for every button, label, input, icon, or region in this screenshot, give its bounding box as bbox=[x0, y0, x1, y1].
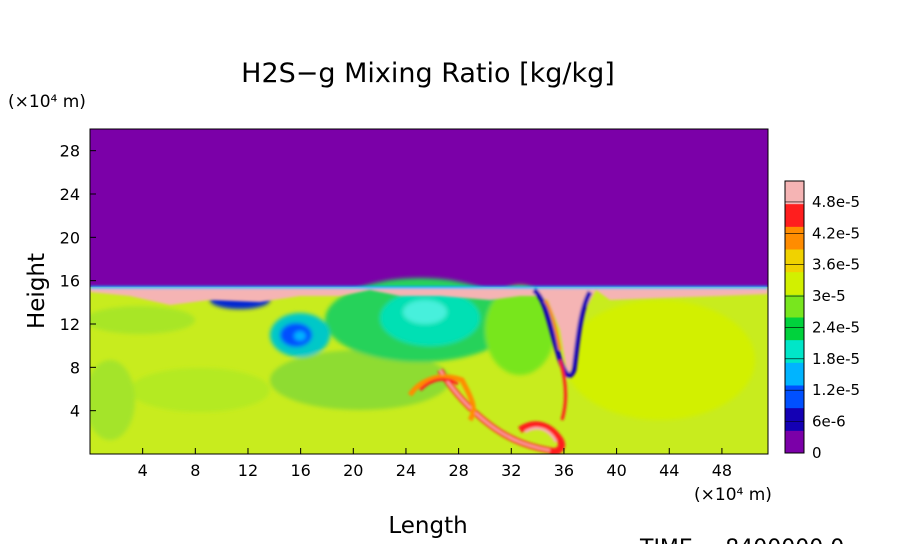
y-tick-label: 8 bbox=[70, 358, 80, 377]
time-footer: TIME = 8400000.0 bbox=[639, 536, 844, 544]
x-unit-label: (×10⁴ m) bbox=[694, 485, 772, 505]
x-tick-label: 28 bbox=[448, 461, 468, 480]
field-bands bbox=[90, 286, 768, 454]
colorbar-swatch bbox=[785, 430, 804, 454]
colorbar-swatch bbox=[785, 339, 804, 363]
y-tick-label: 28 bbox=[60, 142, 80, 161]
colorbar-tick-label: 0 bbox=[812, 444, 822, 462]
y-unit-label: (×10⁴ m) bbox=[8, 92, 86, 112]
y-axis-ticks: 4 8 12 16 20 24 28 bbox=[60, 142, 96, 421]
colorbar-swatch bbox=[785, 385, 804, 409]
colorbar-swatch bbox=[785, 317, 804, 341]
y-tick-label: 24 bbox=[60, 185, 80, 204]
field-structures bbox=[90, 278, 755, 440]
x-tick-label: 32 bbox=[501, 461, 521, 480]
colorbar-tick-label: 4.8e-5 bbox=[812, 193, 860, 211]
colorbar-tick-label: 3.6e-5 bbox=[812, 256, 860, 274]
y-tick-label: 16 bbox=[60, 272, 80, 291]
colorbar-tick-label: 6e-6 bbox=[812, 413, 846, 431]
colorbar-tick-label: 1.2e-5 bbox=[812, 381, 860, 399]
colorbar-swatch bbox=[785, 362, 804, 386]
colorbar-swatch bbox=[785, 294, 804, 318]
colorbar-swatch bbox=[785, 407, 804, 431]
colorbar-swatch bbox=[785, 226, 804, 250]
y-tick-label: 20 bbox=[60, 228, 80, 247]
y-tick-label: 4 bbox=[70, 402, 80, 421]
x-tick-label: 16 bbox=[290, 461, 310, 480]
plot-frame bbox=[89, 128, 769, 455]
x-tick-label: 8 bbox=[190, 461, 200, 480]
colorbar-tick-label: 3e-5 bbox=[812, 287, 846, 305]
x-tick-label: 24 bbox=[396, 461, 416, 480]
colorbar-swatch bbox=[785, 271, 804, 295]
colorbar-tick-label: 4.2e-5 bbox=[812, 224, 860, 242]
x-tick-label: 36 bbox=[554, 461, 574, 480]
x-tick-label: 12 bbox=[238, 461, 258, 480]
colorbar-swatch bbox=[785, 203, 804, 227]
y-axis-label: Height bbox=[24, 253, 50, 329]
colorbar-tick-label: 2.4e-5 bbox=[812, 318, 860, 336]
heatmap-field bbox=[90, 129, 768, 454]
x-tick-label: 44 bbox=[659, 461, 679, 480]
colorbar-tick-label: 1.8e-5 bbox=[812, 350, 860, 368]
field-upper-purple bbox=[90, 129, 768, 289]
x-tick-label: 20 bbox=[343, 461, 363, 480]
colorbar: 0 6e-6 1.2e-5 1.8e-5 2.4e-5 3e-5 3.6e-5 4.2e-5 4… bbox=[784, 180, 860, 462]
y-tick-label: 12 bbox=[60, 315, 80, 334]
colorbar-swatch bbox=[785, 181, 804, 205]
x-tick-label: 48 bbox=[712, 461, 732, 480]
x-tick-label: 4 bbox=[138, 461, 148, 480]
chart-title: H2S−g Mixing Ratio [kg/kg] bbox=[241, 58, 615, 89]
x-tick-label: 40 bbox=[606, 461, 626, 480]
colorbar-swatch bbox=[785, 249, 804, 273]
x-axis-ticks: 4 8 12 16 20 24 28 32 36 40 44 48 bbox=[138, 448, 732, 480]
x-axis-label: Length bbox=[388, 513, 467, 539]
